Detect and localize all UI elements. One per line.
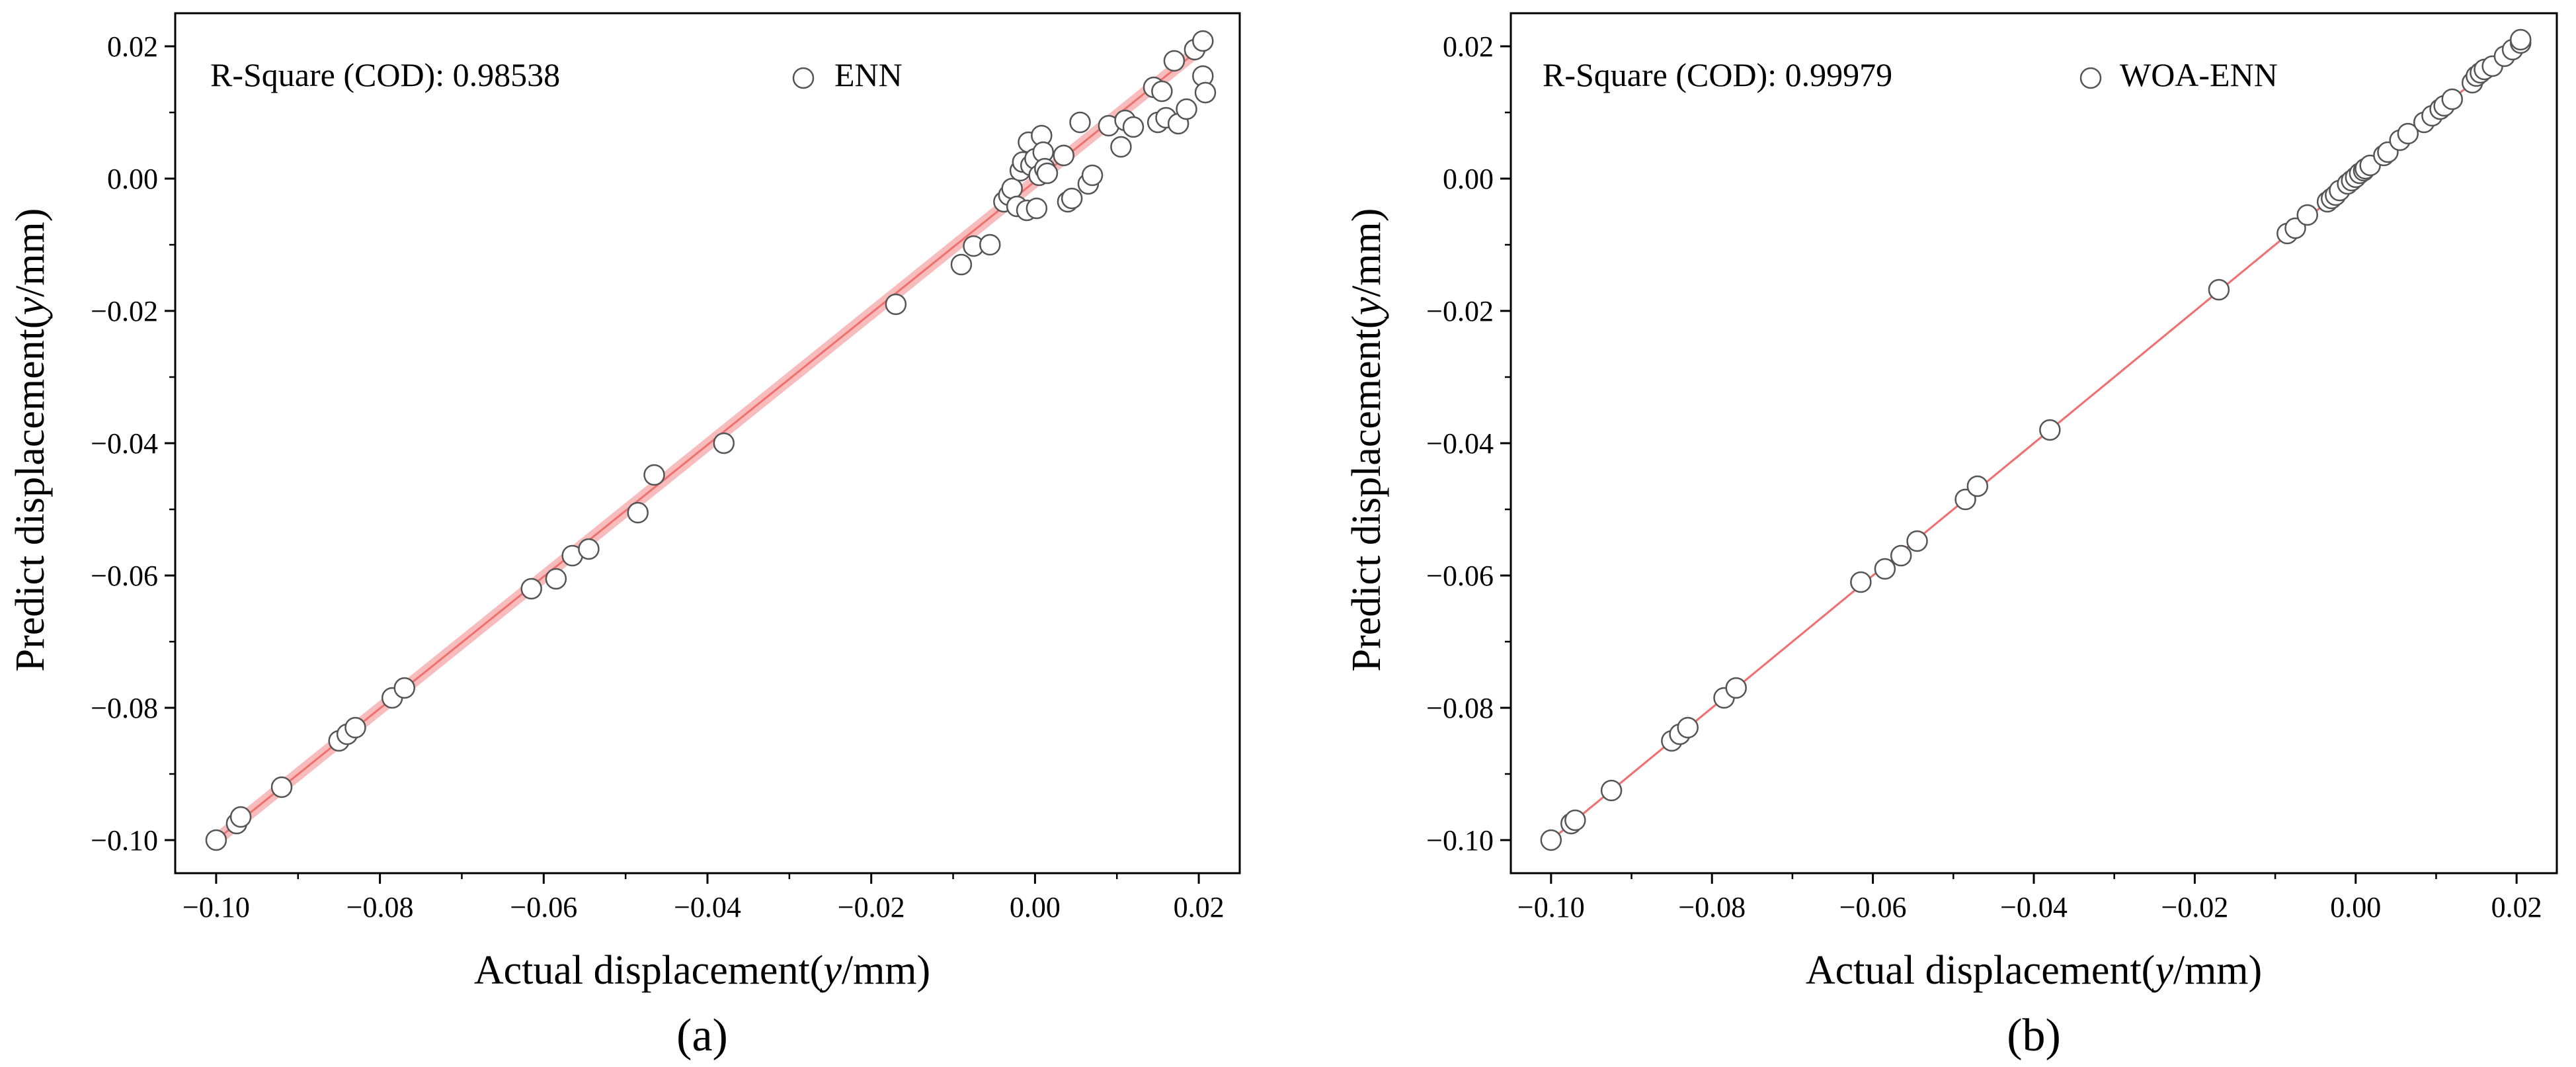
panel-b-data-point: [1677, 716, 1699, 739]
panel-a-x-tick-label: −0.10: [182, 891, 250, 923]
panel-a-x-tick-label: −0.06: [510, 891, 577, 923]
panel-a-data-point: [1192, 30, 1214, 52]
panel-a-x-axis-label: Actual displacement(y/mm): [474, 948, 930, 993]
panel-a: R-Square (COD): 0.98538 ENN Actual displ…: [8, 56, 930, 1061]
panel-a-y-tick-label: 0.02: [107, 30, 158, 63]
panel-b-y-tick-label: −0.06: [1426, 560, 1494, 592]
panel-b-r-square: R-Square (COD): 0.99979: [1543, 56, 1892, 93]
panel-b-y-tick-label: 0.00: [1443, 163, 1494, 195]
panel-a-data-point: [1026, 197, 1048, 220]
panel-a-data-point: [1081, 164, 1104, 187]
panel-a-data-point: [1194, 81, 1217, 104]
panel-a-x-tick-label: 0.02: [1174, 891, 1225, 923]
panel-b-x-tick-label: −0.08: [1678, 891, 1746, 923]
panel-b-data-point: [1600, 779, 1623, 802]
panel-a-y-tick-label: −0.06: [91, 560, 158, 592]
panel-b-x-tick-label: −0.10: [1517, 891, 1585, 923]
panel-b-data-point: [2284, 217, 2306, 239]
panel-a-legend-marker: [792, 67, 815, 89]
panel-b-x-tick-label: −0.04: [2000, 891, 2068, 923]
panel-a-data-point: [979, 234, 1001, 256]
panel-b-data-point: [2441, 88, 2464, 110]
panel-b-data-point: [1966, 475, 1989, 497]
panel-b-y-tick-label: −0.08: [1426, 692, 1494, 724]
panel-b-data-point: [1540, 829, 1562, 851]
panel-a-r-square: R-Square (COD): 0.98538: [210, 56, 560, 93]
panel-a-x-tick-label: −0.02: [838, 891, 905, 923]
panel-b-data-point: [1850, 571, 1872, 593]
panel-a-data-point: [205, 829, 227, 851]
panel-a-x-tick-label: 0.00: [1010, 891, 1061, 923]
panel-b-caption: (b): [2007, 1010, 2061, 1061]
panel-b-data-point: [2397, 122, 2419, 145]
panel-a-data-point: [1061, 187, 1083, 210]
panel-b-data-point: [1874, 558, 1896, 580]
panel-a-data-point: [1110, 136, 1132, 158]
panel-a-y-tick-label: −0.10: [91, 824, 158, 857]
panel-a-data-point: [885, 293, 907, 316]
panel-b-y-tick-label: −0.04: [1426, 427, 1494, 460]
panel-a-data-point: [578, 538, 600, 560]
panel-a-x-tick-label: −0.08: [346, 891, 414, 923]
panel-a-plot: −0.10 −0.08 −0.06 −0.04 −0.02 0.00 0.02 −0.10 −0…: [91, 12, 1241, 923]
panel-a-data-point: [1176, 98, 1197, 120]
panel-a-data-point: [1053, 144, 1074, 167]
panel-b-plot: −0.10 −0.08 −0.06 −0.04 −0.02 0.00 0.02 −0.10 −0…: [1426, 12, 2558, 923]
panel-a-data-point: [393, 677, 416, 699]
panel-b-legend-label: WOA-ENN: [2120, 56, 2278, 93]
panel-b-data-point: [1564, 809, 1586, 832]
panel-b-x-tick-label: −0.02: [2161, 891, 2228, 923]
panel-b-x-tick-label: −0.06: [1839, 891, 1907, 923]
panel-a-y-tick-label: −0.02: [91, 295, 158, 327]
panel-a-data-point: [643, 464, 665, 486]
panel-a-legend-label: ENN: [834, 56, 903, 93]
panel-a-x-tick-label: −0.04: [674, 891, 741, 923]
panel-b-x-axis-label: Actual displacement(y/mm): [1806, 948, 2262, 993]
panel-a-data-point: [1151, 80, 1173, 103]
panel-b-data-point: [2296, 204, 2319, 226]
panel-a-data-point: [270, 776, 293, 798]
panel-b-y-tick-label: 0.02: [1443, 30, 1494, 63]
panel-b-y-tick-label: −0.10: [1426, 824, 1494, 857]
panel-a-y-axis-label: Predict displacement(y/mm): [8, 208, 53, 672]
panel-b-data-point: [1906, 530, 1928, 552]
panel-b-y-tick-label: −0.02: [1426, 295, 1494, 327]
panel-b-data-point: [2039, 419, 2061, 441]
panel-a-data-point: [713, 432, 735, 454]
panel-b-data-point: [2509, 28, 2532, 51]
panel-a-data-point: [1163, 50, 1186, 72]
panel-b-x-tick-label: 0.02: [2491, 891, 2542, 923]
panel-a-data-point: [950, 253, 973, 276]
panel-b-data-point: [2208, 278, 2230, 301]
panel-a-y-tick-label: −0.04: [91, 427, 158, 460]
panel-a-caption: (a): [676, 1010, 728, 1061]
panel-a-data-point: [229, 806, 252, 828]
panel-a-data-point: [545, 568, 567, 590]
panel-b-data-point: [1890, 544, 1912, 567]
panel-b-legend-marker: [2079, 67, 2102, 89]
panel-a-data-point: [1001, 177, 1023, 200]
panel-a-data-point: [1122, 116, 1145, 138]
panel-a-y-tick-label: 0.00: [107, 163, 158, 195]
panel-a-data-point: [627, 501, 649, 524]
panel-a-data-point: [1036, 162, 1059, 185]
panel-a-data-point: [520, 577, 542, 600]
panel-a-y-tick-label: −0.08: [91, 692, 158, 724]
panel-a-data-point: [344, 716, 366, 739]
panel-b: R-Square (COD): 0.99979 WOA-ENN Actual d…: [1344, 56, 2278, 1061]
panel-b-y-axis-label: Predict displacement(y/mm): [1344, 208, 1389, 672]
panel-b-data-point: [1954, 488, 1976, 511]
panel-b-x-tick-label: 0.00: [2330, 891, 2381, 923]
panel-b-data-point: [1725, 677, 1747, 699]
panel-a-data-point: [1069, 111, 1091, 134]
